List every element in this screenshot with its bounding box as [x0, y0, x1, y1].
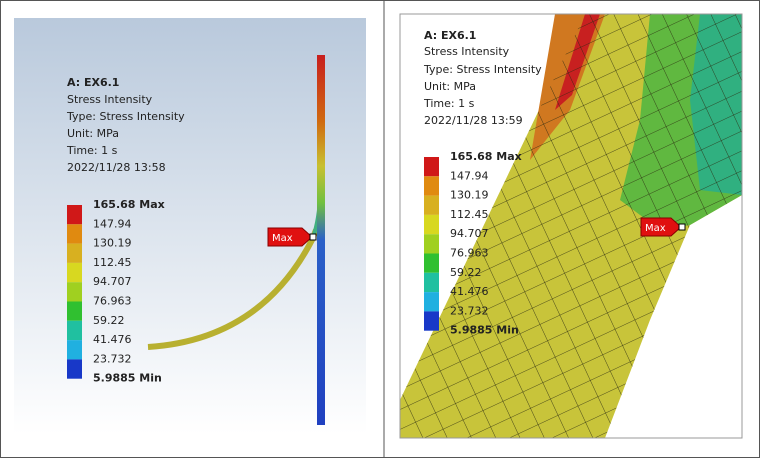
column: [317, 55, 325, 425]
legend-swatch: [424, 195, 439, 215]
result-title: A: EX6.1: [424, 29, 476, 42]
viewport-border: [399, 13, 743, 439]
legend-swatch: [424, 214, 439, 235]
legend-swatch: [67, 224, 82, 244]
mesh-view: [400, 14, 742, 438]
legend-label: 165.68 Max: [93, 198, 165, 211]
legend-label: 112.45: [450, 208, 489, 221]
legend-swatch: [424, 311, 439, 331]
result-info: Unit: MPa: [67, 127, 119, 140]
mesh: [400, 14, 742, 438]
legend-swatch: [67, 359, 82, 379]
legend-label: 147.94: [93, 217, 132, 230]
result-info: 2022/11/28 13:58: [67, 161, 166, 174]
max-label: Max: [645, 223, 666, 234]
legend-label: 147.94: [450, 169, 489, 182]
legend-label: 23.732: [450, 304, 489, 317]
max-label: Max: [272, 233, 293, 244]
max-point: [309, 233, 317, 241]
result-info: Type: Stress Intensity: [66, 110, 185, 123]
max-marker: [267, 227, 313, 247]
legend-swatch: [424, 176, 439, 196]
legend-swatch: [424, 253, 439, 273]
legend-label: 112.45: [93, 256, 132, 269]
max-marker: [640, 217, 682, 237]
legend-label: 76.963: [93, 295, 132, 308]
legend-label: 23.732: [93, 352, 132, 365]
result-title: A: EX6.1: [67, 76, 119, 89]
legend-swatch: [67, 262, 82, 283]
legend-label: 130.19: [450, 189, 489, 202]
legend-label: 94.707: [450, 227, 489, 240]
legend-swatch: [424, 234, 439, 254]
result-info: Unit: MPa: [424, 80, 476, 93]
legend-label: 165.68 Max: [450, 150, 522, 163]
legend-label: 76.963: [450, 247, 489, 260]
legend-swatch: [67, 282, 82, 302]
legend-label: 41.476: [93, 333, 132, 346]
legend-swatch: [67, 243, 82, 263]
legend-swatch: [67, 301, 82, 321]
max-point: [678, 223, 686, 231]
shell-arc: [147, 228, 319, 350]
result-info: Type: Stress Intensity: [423, 63, 542, 76]
legend-label: 59.22: [93, 314, 125, 327]
legend-label: 41.476: [450, 285, 489, 298]
legend-swatch: [67, 340, 82, 360]
legend-label: 130.19: [93, 237, 132, 250]
legend-swatch: [67, 205, 82, 225]
legend-swatch: [424, 157, 439, 177]
legend-label: 94.707: [93, 275, 132, 288]
legend-label: 59.22: [450, 266, 482, 279]
legend-swatch: [424, 272, 439, 293]
result-info: Time: 1 s: [423, 97, 475, 110]
legend-label: 5.9885 Min: [450, 324, 519, 337]
result-info: Stress Intensity: [424, 45, 510, 58]
legend-label: 5.9885 Min: [93, 372, 162, 385]
result-info: Time: 1 s: [66, 144, 118, 157]
result-info: Stress Intensity: [67, 93, 153, 106]
legend-swatch: [424, 292, 439, 312]
result-info: 2022/11/28 13:59: [424, 114, 523, 127]
legend-swatch: [67, 320, 82, 341]
